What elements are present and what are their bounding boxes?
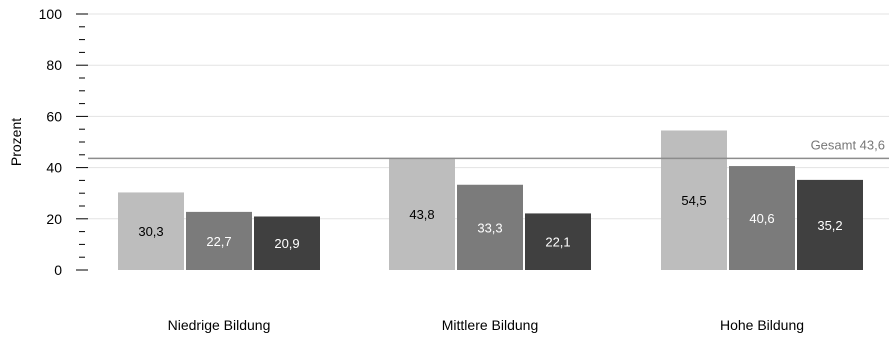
bar <box>661 130 727 270</box>
bar <box>797 179 863 270</box>
data-label: 33,3 <box>477 220 502 235</box>
reference-line: Gesamt 43,6 <box>88 137 889 160</box>
data-label: 20,9 <box>274 236 299 251</box>
y-axis-label: Prozent <box>8 118 24 166</box>
y-tick-label: 0 <box>54 262 62 278</box>
y-tick-label: 60 <box>46 108 62 124</box>
bar <box>186 211 252 270</box>
reference-line-label: Gesamt 43,6 <box>811 137 885 152</box>
y-tick-label: 40 <box>46 160 62 176</box>
data-label: 22,7 <box>206 234 231 249</box>
category-label: Mittlere Bildung <box>442 317 539 333</box>
bar <box>457 184 523 270</box>
bar <box>389 157 455 270</box>
bar <box>118 192 184 270</box>
bars <box>118 130 863 270</box>
bar <box>729 166 795 270</box>
data-label: 22,1 <box>545 235 570 250</box>
y-tick-label: 100 <box>39 6 63 22</box>
data-label: 40,6 <box>749 211 774 226</box>
bar <box>254 216 320 270</box>
data-label: 54,5 <box>681 193 706 208</box>
bar <box>525 213 591 270</box>
category-labels: Niedrige Bildung Mittlere Bildung Hohe Bil… <box>168 317 804 333</box>
y-tick-label: 20 <box>46 211 62 227</box>
y-tick-label: 80 <box>46 57 62 73</box>
category-label: Niedrige Bildung <box>168 317 271 333</box>
y-axis: 0 20 40 60 80 100 <box>39 6 88 278</box>
data-label: 30,3 <box>138 224 163 239</box>
category-label: Hohe Bildung <box>720 317 804 333</box>
data-label: 43,8 <box>409 207 434 222</box>
data-label: 35,2 <box>817 218 842 233</box>
data-labels: 30,3 22,7 20,9 43,8 33,3 22,1 54,5 40,6 35,2 <box>138 193 842 251</box>
